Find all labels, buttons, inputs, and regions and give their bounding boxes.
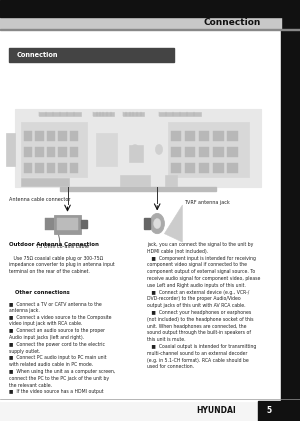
Bar	[258, 401, 280, 421]
Bar	[58, 147, 67, 157]
Text: Use 75Ω coaxial cable plug or 300-75Ω
impedance converter to plug in antenna inp: Use 75Ω coaxial cable plug or 300-75Ω im…	[9, 256, 115, 274]
Bar	[35, 147, 44, 157]
Circle shape	[155, 144, 163, 155]
Bar	[213, 131, 224, 141]
Bar	[0, 0, 300, 17]
Bar	[15, 109, 261, 187]
Text: Other connections: Other connections	[15, 290, 70, 296]
Bar	[227, 131, 238, 141]
Bar	[227, 163, 238, 173]
Bar	[6, 133, 15, 166]
Bar	[159, 112, 201, 116]
Bar	[129, 145, 142, 162]
Text: Outdoor Antenna Connection: Outdoor Antenna Connection	[9, 242, 99, 247]
Bar	[21, 178, 69, 186]
Circle shape	[131, 144, 139, 155]
Bar	[93, 112, 114, 116]
Bar	[0, 30, 280, 401]
Bar	[58, 131, 67, 141]
Bar	[213, 163, 224, 173]
Text: 75 Ohm co-axis cable: 75 Ohm co-axis cable	[36, 244, 89, 249]
Bar	[47, 131, 55, 141]
Bar	[70, 147, 78, 157]
Text: 5: 5	[267, 406, 272, 416]
Bar	[60, 187, 216, 191]
Text: Connection: Connection	[204, 18, 261, 27]
Bar	[96, 133, 117, 166]
Bar	[185, 131, 195, 141]
Text: ■  Connect a TV or CATV antenna to the
antenna jack.
■  Connect a video source t: ■ Connect a TV or CATV antenna to the an…	[9, 301, 116, 394]
Bar	[120, 175, 150, 186]
Bar	[171, 147, 181, 157]
Bar	[9, 48, 174, 62]
Bar	[47, 147, 55, 157]
Bar	[199, 163, 209, 173]
Bar	[24, 147, 32, 157]
Bar	[165, 175, 177, 186]
Bar	[35, 163, 44, 173]
Bar	[280, 0, 300, 421]
Bar	[45, 218, 54, 230]
Bar	[185, 163, 195, 173]
Text: Antenna cable connector: Antenna cable connector	[9, 197, 70, 203]
Bar	[199, 131, 209, 141]
Bar	[0, 29, 300, 30]
Bar	[227, 147, 238, 157]
Polygon shape	[164, 205, 182, 242]
Bar	[35, 131, 44, 141]
Circle shape	[150, 213, 164, 234]
Bar	[70, 163, 78, 173]
Bar	[47, 163, 55, 173]
Text: jack, you can connect the signal to the unit by
HDMI cable (not included).
   ■ : jack, you can connect the signal to the …	[147, 242, 260, 370]
Bar	[24, 163, 32, 173]
Bar	[57, 218, 78, 230]
Text: TVRF antenna jack: TVRF antenna jack	[184, 200, 230, 205]
Text: HYUNDAI: HYUNDAI	[196, 406, 236, 416]
Bar	[213, 147, 224, 157]
Bar	[171, 131, 181, 141]
Text: Connection: Connection	[16, 52, 58, 58]
Bar	[81, 221, 87, 228]
Bar	[0, 17, 280, 29]
Bar	[185, 147, 195, 157]
Bar	[24, 131, 32, 141]
Bar	[168, 122, 249, 177]
Bar	[21, 122, 87, 177]
Bar	[171, 163, 181, 173]
Bar	[144, 218, 150, 229]
Bar	[123, 112, 144, 116]
Bar	[39, 112, 81, 116]
Bar	[54, 215, 81, 234]
Bar	[199, 147, 209, 157]
Circle shape	[154, 218, 161, 229]
Bar	[70, 131, 78, 141]
Bar	[58, 163, 67, 173]
